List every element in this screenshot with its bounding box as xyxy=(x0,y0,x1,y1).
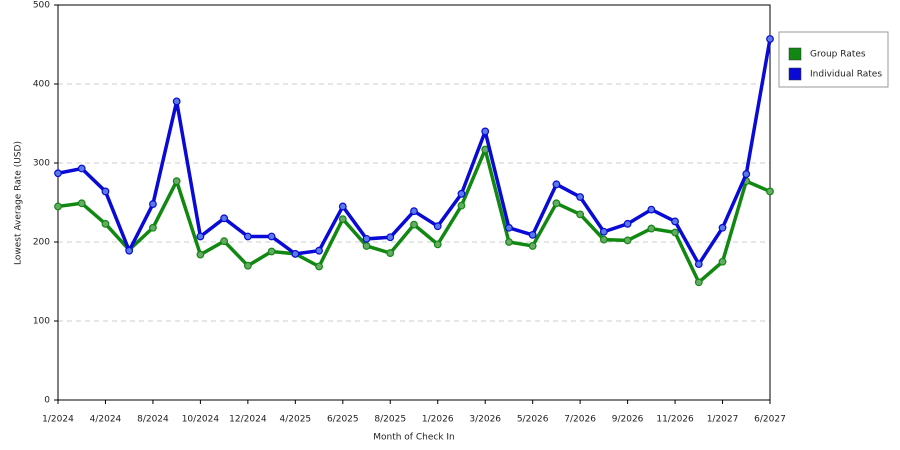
point xyxy=(599,235,608,244)
point xyxy=(54,202,62,211)
point xyxy=(647,224,656,233)
x-tick-label: 3/2026 xyxy=(469,415,501,425)
legend-label: Individual Rates xyxy=(810,70,882,80)
point xyxy=(196,232,205,241)
point xyxy=(694,278,703,287)
y-tick-label: 100 xyxy=(33,317,50,327)
point xyxy=(77,199,86,208)
x-tick-label: 8/2025 xyxy=(374,415,406,425)
point xyxy=(54,169,62,178)
point xyxy=(338,202,347,211)
point xyxy=(172,177,181,186)
point xyxy=(766,187,774,196)
x-tick-label: 4/2024 xyxy=(90,415,122,425)
point xyxy=(528,242,537,250)
x-axis-label: Month of Check In xyxy=(373,433,455,443)
point xyxy=(671,217,679,226)
point xyxy=(457,189,466,198)
x-tick-label: 8/2024 xyxy=(137,415,169,425)
point xyxy=(552,199,561,208)
point xyxy=(718,223,727,232)
point xyxy=(315,246,323,255)
point xyxy=(766,35,774,43)
point xyxy=(481,127,490,136)
x-tick-label: 6/2025 xyxy=(327,415,359,425)
point xyxy=(220,214,229,223)
point xyxy=(410,207,418,216)
point xyxy=(433,240,442,249)
point xyxy=(623,219,632,228)
point xyxy=(505,223,513,232)
legend-swatch xyxy=(788,67,802,81)
point xyxy=(101,219,110,228)
point xyxy=(718,257,727,266)
point xyxy=(386,249,395,257)
y-tick-label: 300 xyxy=(33,159,50,169)
y-tick-label: 0 xyxy=(44,396,50,406)
x-tick-label: 1/2024 xyxy=(42,415,74,425)
legend-swatch xyxy=(788,47,802,61)
point xyxy=(742,170,751,178)
x-tick-label: 12/2024 xyxy=(229,415,267,425)
point xyxy=(267,247,276,256)
legend-label: Group Rates xyxy=(810,50,866,60)
x-tick-label: 5/2026 xyxy=(517,415,549,425)
y-tick-label: 200 xyxy=(33,238,50,248)
x-tick-label: 1/2027 xyxy=(707,415,739,425)
point xyxy=(362,242,371,250)
point xyxy=(362,234,371,243)
x-tick-label: 6/2027 xyxy=(754,415,786,425)
y-axis-label: Lowest Average Rate (USD) xyxy=(14,141,24,265)
y-tick-label: 400 xyxy=(33,80,50,90)
x-tick-label: 7/2026 xyxy=(564,415,596,425)
x-tick-label: 10/2024 xyxy=(182,415,220,425)
point xyxy=(410,220,418,229)
point xyxy=(149,200,157,208)
point xyxy=(528,230,537,239)
point xyxy=(505,238,513,246)
point xyxy=(267,232,276,241)
point xyxy=(291,249,300,258)
point xyxy=(694,260,703,269)
point xyxy=(338,215,347,223)
point xyxy=(315,262,323,271)
point xyxy=(77,164,86,173)
point xyxy=(647,205,656,214)
point xyxy=(671,228,679,237)
point xyxy=(172,97,181,106)
point xyxy=(599,227,608,236)
point xyxy=(623,236,632,245)
point xyxy=(125,246,134,255)
point xyxy=(243,232,252,241)
plot-frame xyxy=(57,4,771,401)
point xyxy=(576,193,585,201)
point xyxy=(220,237,229,246)
point xyxy=(149,223,157,232)
x-tick-label: 9/2026 xyxy=(612,415,644,425)
point xyxy=(386,233,395,242)
point xyxy=(552,180,561,189)
y-tick-label: 500 xyxy=(33,1,50,11)
point xyxy=(243,261,252,270)
x-tick-label: 11/2026 xyxy=(656,415,694,425)
point xyxy=(576,210,585,219)
point xyxy=(101,187,110,196)
x-tick-label: 4/2025 xyxy=(279,415,311,425)
point xyxy=(196,250,205,259)
x-tick-label: 1/2026 xyxy=(422,415,454,425)
point xyxy=(457,201,466,210)
point xyxy=(433,222,442,231)
